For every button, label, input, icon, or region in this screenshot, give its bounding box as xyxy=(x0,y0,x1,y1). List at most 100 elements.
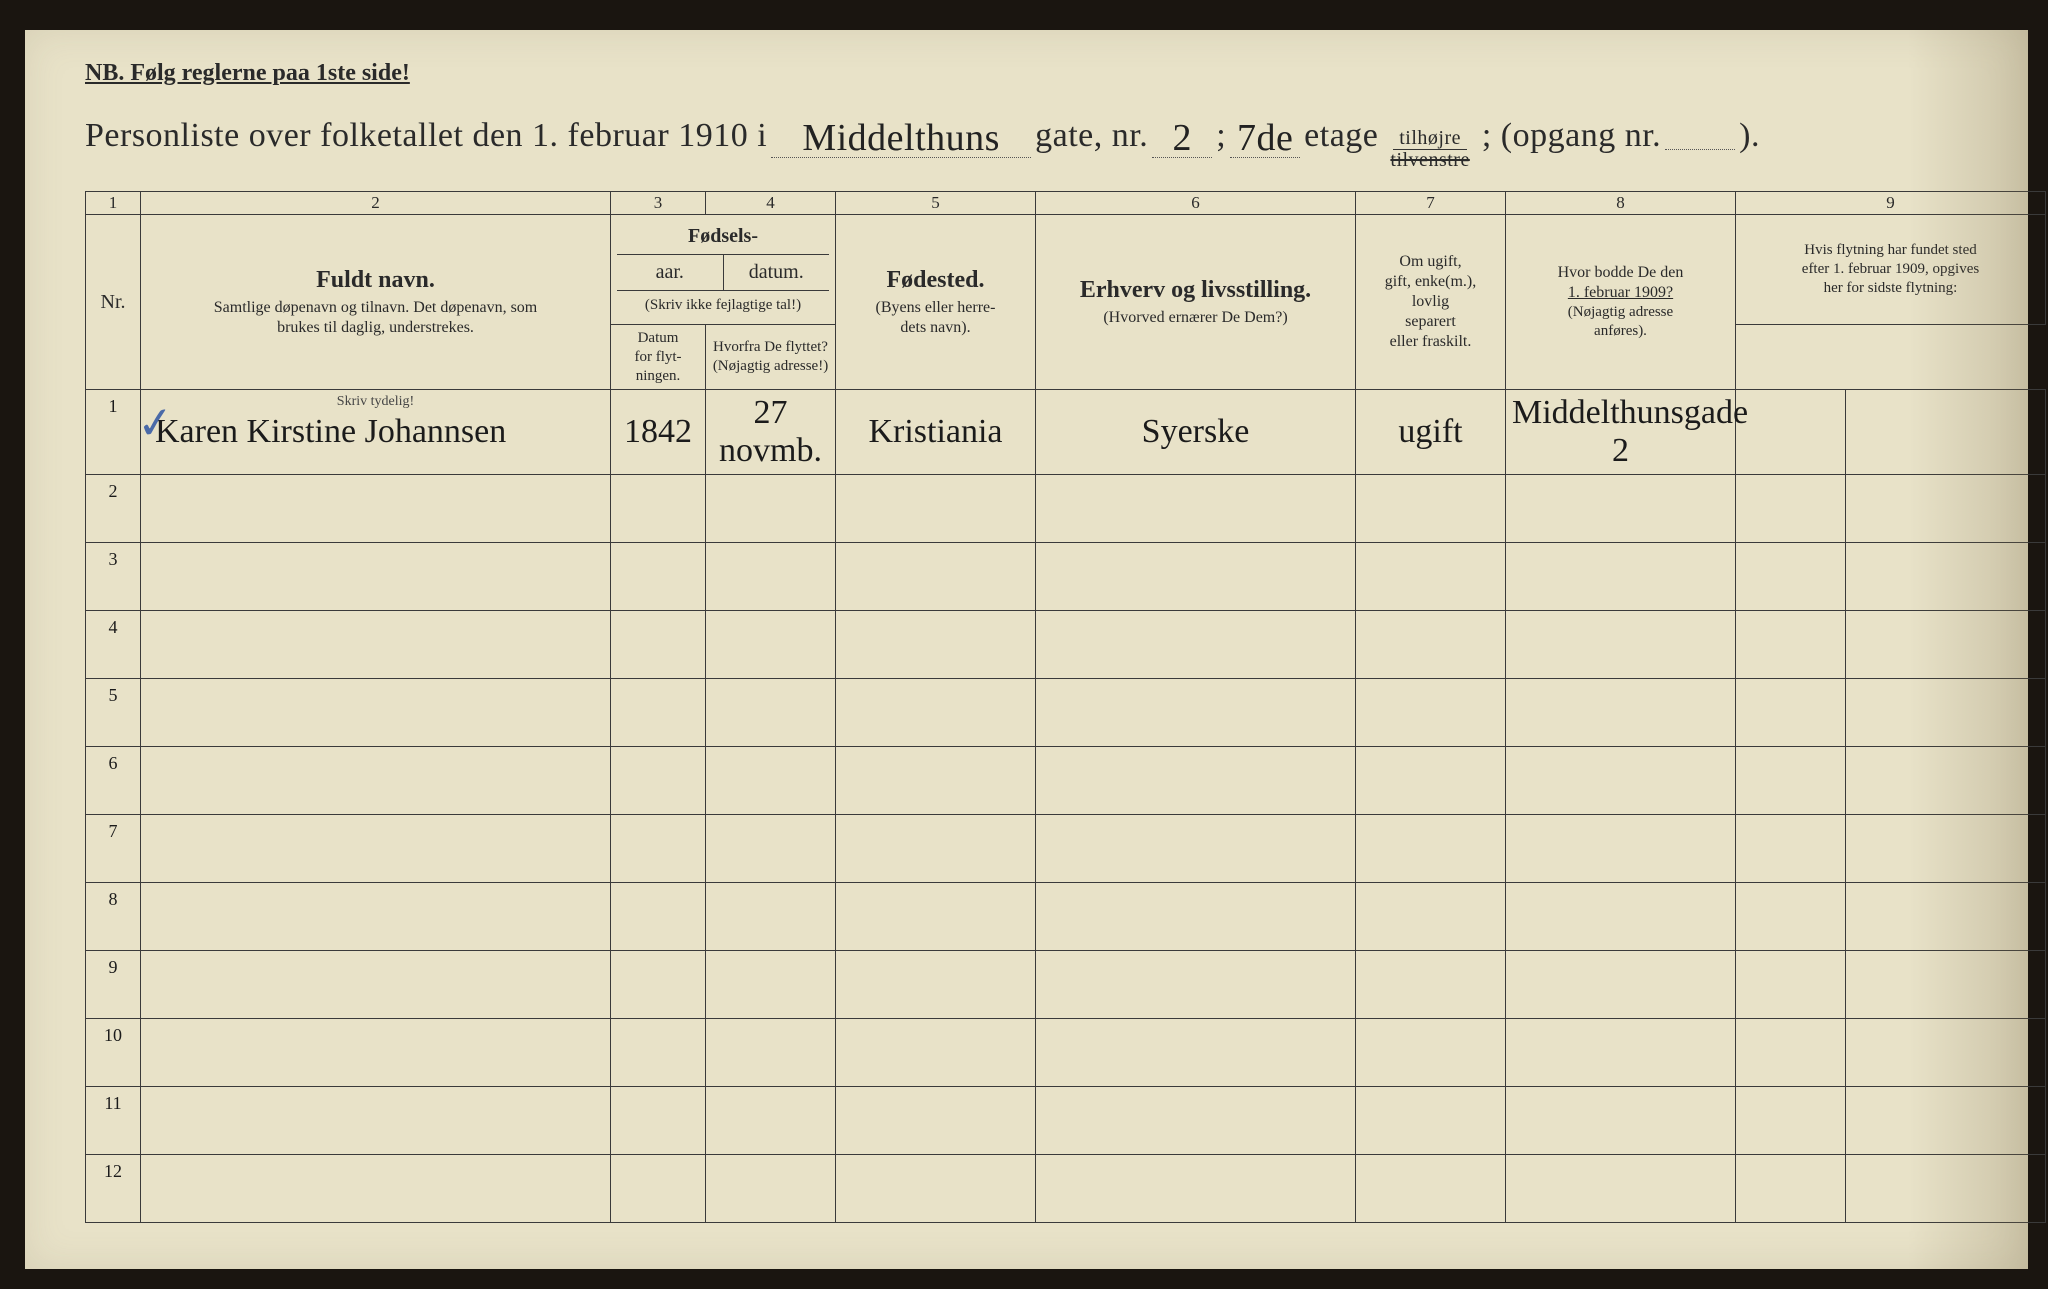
gate-label: gate, nr. xyxy=(1035,117,1148,155)
cell-year xyxy=(611,679,706,747)
cell-birthplace: Kristiania xyxy=(836,390,1036,475)
table-row: 4 xyxy=(86,611,2046,679)
cell-prev-addr xyxy=(1506,1019,1736,1087)
cell-year xyxy=(611,543,706,611)
nb-instruction: NB. Følg reglerne paa 1ste side! xyxy=(85,60,1993,87)
colnum-3: 3 xyxy=(611,192,706,215)
fraction-bottom: tilvenstre xyxy=(1384,150,1475,171)
cell-prev-addr xyxy=(1506,815,1736,883)
checkmark-icon: ✓ xyxy=(135,397,176,451)
cell-name xyxy=(141,611,611,679)
cell-name xyxy=(141,747,611,815)
cell-move-date xyxy=(1736,1155,1846,1223)
cell-name: Skriv tydelig!✓Karen Kirstine Johannsen xyxy=(141,390,611,475)
cell-birthplace xyxy=(836,1019,1036,1087)
cell-move-from xyxy=(1846,390,2046,475)
col-move-header-top: Hvis flytning har fundet sted efter 1. f… xyxy=(1736,215,2046,325)
table-row: 10 xyxy=(86,1019,2046,1087)
cell-birthplace xyxy=(836,611,1036,679)
cell-date: 27 novmb. xyxy=(706,390,836,475)
row-number: 3 xyxy=(86,543,141,611)
table-row: 3 xyxy=(86,543,2046,611)
cell-occupation xyxy=(1036,543,1356,611)
colnum-2: 2 xyxy=(141,192,611,215)
cell-name xyxy=(141,1155,611,1223)
colnum-7: 7 xyxy=(1356,192,1506,215)
cell-move-from xyxy=(1846,815,2046,883)
cell-marital xyxy=(1356,747,1506,815)
cell-occupation xyxy=(1036,1019,1356,1087)
cell-name xyxy=(141,815,611,883)
cell-birthplace xyxy=(836,543,1036,611)
cell-date xyxy=(706,815,836,883)
cell-birthplace xyxy=(836,679,1036,747)
cell-birthplace xyxy=(836,883,1036,951)
cell-name xyxy=(141,679,611,747)
write-clearly-hint: Skriv tydelig! xyxy=(337,394,414,410)
street-name-field: Middelthuns xyxy=(771,119,1031,158)
prev-addr-small: (Nøjagtig adresse anføres). xyxy=(1512,303,1729,341)
cell-date xyxy=(706,1155,836,1223)
col-birthplace-header: Fødested. (Byens eller herre- dets navn)… xyxy=(836,215,1036,390)
cell-move-date xyxy=(1736,1019,1846,1087)
row-number: 1 xyxy=(86,390,141,475)
col-birth-header: Fødsels- aar. datum. (Skriv ikke fejlagt… xyxy=(611,215,836,325)
col-name-strong: Fuldt navn. xyxy=(147,267,604,294)
column-number-row: 1 2 3 4 5 6 7 8 9 xyxy=(86,192,2046,215)
birth-bottom: (Skriv ikke fejlagtige tal!) xyxy=(617,291,829,320)
prev-addr-line1: Hvor bodde De den xyxy=(1512,263,1729,283)
col-move-from-header: Hvorfra De flyttet? (Nøjagtig adresse!) xyxy=(706,325,836,390)
cell-prev-addr: Middelthunsgade 2 xyxy=(1506,390,1736,475)
opgang-nr-field xyxy=(1665,149,1735,150)
colnum-6: 6 xyxy=(1036,192,1356,215)
opgang-label: ; (opgang nr. xyxy=(1482,117,1661,155)
cell-move-from xyxy=(1846,951,2046,1019)
cell-move-date xyxy=(1736,951,1846,1019)
cell-birthplace xyxy=(836,747,1036,815)
cell-marital xyxy=(1356,1087,1506,1155)
cell-name xyxy=(141,543,611,611)
cell-date xyxy=(706,747,836,815)
cell-move-date xyxy=(1736,475,1846,543)
table-row: 12 xyxy=(86,1155,2046,1223)
cell-occupation xyxy=(1036,951,1356,1019)
row-number: 7 xyxy=(86,815,141,883)
cell-marital: ugift xyxy=(1356,390,1506,475)
etage-label: etage xyxy=(1304,117,1378,155)
scan-frame: NB. Følg reglerne paa 1ste side! Personl… xyxy=(0,0,2048,1289)
row-number: 10 xyxy=(86,1019,141,1087)
cell-move-date xyxy=(1736,611,1846,679)
cell-year xyxy=(611,475,706,543)
colnum-5: 5 xyxy=(836,192,1036,215)
col-marital-header: Om ugift, gift, enke(m.), lovlig separer… xyxy=(1356,215,1506,390)
cell-date xyxy=(706,883,836,951)
cell-move-from xyxy=(1846,679,2046,747)
cell-name xyxy=(141,951,611,1019)
cell-name xyxy=(141,1019,611,1087)
cell-move-from xyxy=(1846,475,2046,543)
col-name-small1: Samtlige døpenavn og tilnavn. Det døpena… xyxy=(147,298,604,318)
table-row: 5 xyxy=(86,679,2046,747)
cell-move-from xyxy=(1846,883,2046,951)
cell-year xyxy=(611,1155,706,1223)
cell-occupation xyxy=(1036,1155,1356,1223)
cell-marital xyxy=(1356,543,1506,611)
cell-prev-addr xyxy=(1506,951,1736,1019)
col-name-header: Fuldt navn. Samtlige døpenavn og tilnavn… xyxy=(141,215,611,390)
cell-date xyxy=(706,475,836,543)
cell-year: 1842 xyxy=(611,390,706,475)
cell-date xyxy=(706,679,836,747)
cell-date xyxy=(706,951,836,1019)
cell-birthplace xyxy=(836,475,1036,543)
cell-move-from xyxy=(1846,611,2046,679)
cell-name xyxy=(141,883,611,951)
col-move-date-header: Datum for flyt- ningen. xyxy=(611,325,706,390)
cell-marital xyxy=(1356,951,1506,1019)
cell-year xyxy=(611,1019,706,1087)
cell-prev-addr xyxy=(1506,543,1736,611)
marital-small: Om ugift, gift, enke(m.), lovlig separer… xyxy=(1362,252,1499,352)
col-occupation-header: Erhverv og livsstilling. (Hvorved ernære… xyxy=(1036,215,1356,390)
cell-occupation xyxy=(1036,475,1356,543)
cell-year xyxy=(611,951,706,1019)
cell-birthplace xyxy=(836,1087,1036,1155)
